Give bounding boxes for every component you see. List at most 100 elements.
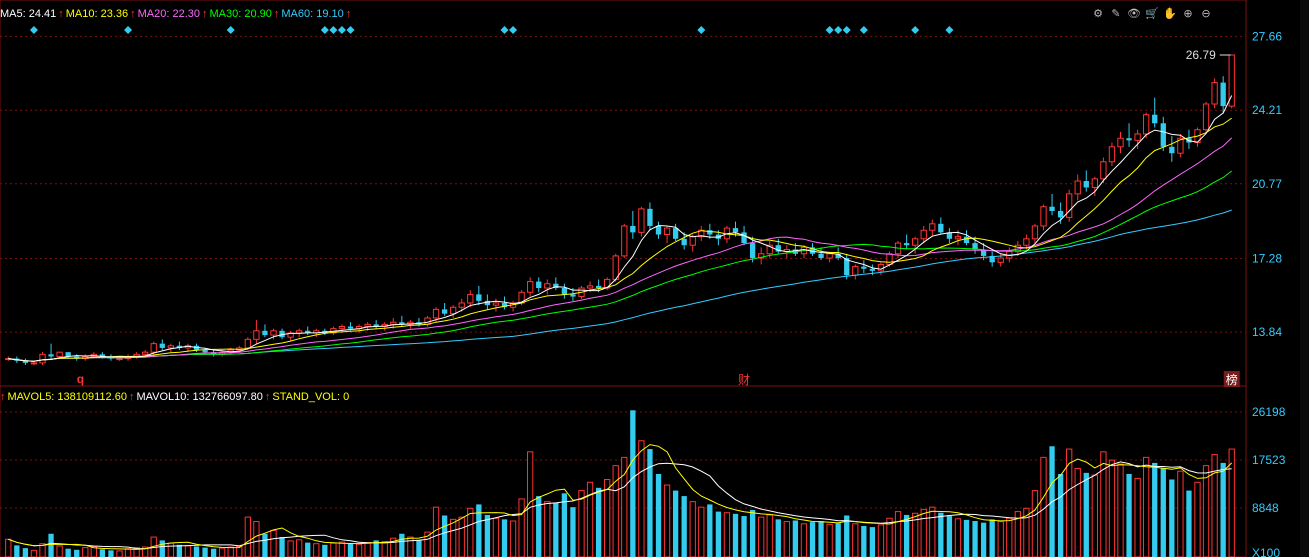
- marker-cai: 财: [738, 373, 750, 387]
- volume-bar-down: [946, 516, 953, 557]
- up-arrow-icon: ↑: [264, 391, 271, 403]
- candle-body-up: [1202, 103, 1210, 131]
- volume-bar-up: [1108, 459, 1116, 557]
- chart-toolbar: ⚙ ✎ 👁 🛒 ✋ ⊕ ⊖: [1091, 6, 1213, 20]
- volume-bar-up: [467, 507, 474, 557]
- candle-body-down: [844, 258, 850, 276]
- candle-body-up: [167, 345, 174, 349]
- zoom-out-icon[interactable]: ⊖: [1201, 6, 1211, 20]
- volume-bar-up: [758, 516, 765, 557]
- candle-body-down: [681, 238, 687, 246]
- ma30-line: [8, 170, 1233, 362]
- candle-body-up: [997, 257, 1004, 263]
- candle-body-down: [441, 309, 448, 314]
- volume-bar-up: [1177, 470, 1184, 557]
- candle-body-down: [1049, 206, 1055, 211]
- volume-bar-down: [347, 543, 354, 557]
- candle-body-up: [39, 353, 46, 364]
- event-diamond: [226, 26, 235, 34]
- ma5-line: [8, 95, 1233, 362]
- volume-bar-up: [912, 512, 919, 557]
- volume-bar-down: [707, 504, 713, 557]
- candle-body-down: [305, 330, 311, 333]
- volume-bar-up: [723, 512, 731, 557]
- volume-bar-down: [202, 547, 208, 557]
- candle-body-down: [972, 243, 978, 250]
- event-diamond: [834, 26, 843, 34]
- candle-body-up: [929, 223, 936, 231]
- price-tick-label: 17.28: [1252, 251, 1282, 265]
- volume-bar-up: [527, 451, 534, 557]
- volume-bar-up: [124, 548, 132, 557]
- gear-icon[interactable]: ⚙: [1093, 6, 1103, 20]
- volume-bar-down: [279, 537, 285, 557]
- candle-body-up: [877, 263, 885, 272]
- volume-bar-down: [715, 511, 722, 557]
- volume-bar-down: [108, 550, 114, 557]
- candle-body-up: [270, 330, 277, 336]
- candle-body-down: [159, 343, 165, 348]
- candle-body-down: [655, 225, 662, 235]
- volume-bar-up: [390, 537, 397, 557]
- volume-bar-down: [963, 519, 970, 557]
- volume-bar-up: [1143, 456, 1150, 557]
- volume-bar-up: [621, 456, 628, 557]
- grid-lines: [0, 0, 1247, 557]
- volume-bar-down: [792, 520, 799, 557]
- volume-bar-up: [30, 549, 38, 557]
- up-arrow-icon: ↑: [0, 391, 6, 403]
- volume-bar-down: [869, 527, 876, 557]
- event-diamond: [124, 26, 133, 34]
- event-diamond: [320, 26, 329, 34]
- volume-bar-down: [441, 515, 448, 557]
- eye-icon[interactable]: 👁: [1127, 6, 1141, 20]
- volume-bar-down: [903, 514, 910, 557]
- marker-bang: 榜: [1226, 372, 1238, 387]
- volume-bar-up: [800, 523, 808, 557]
- event-diamond: [859, 26, 868, 34]
- volume-bar-down: [630, 410, 636, 557]
- volume-bars: [5, 410, 1235, 557]
- volume-bar-up: [381, 541, 388, 557]
- price-tick-label: 24.21: [1252, 103, 1282, 117]
- volume-bar-up: [39, 543, 46, 557]
- candle-body-down: [99, 354, 106, 357]
- candle-body-up: [621, 225, 628, 257]
- volume-bar-up: [355, 543, 363, 557]
- candle-body-up: [338, 326, 346, 330]
- cart-icon[interactable]: 🛒: [1145, 6, 1159, 20]
- pencil-icon[interactable]: ✎: [1111, 6, 1121, 20]
- volume-bar-down: [938, 512, 944, 557]
- volume-tick-label: 8848: [1252, 501, 1279, 515]
- volume-bar-up: [1006, 517, 1013, 557]
- candle-body-down: [74, 356, 80, 359]
- volume-bar-up: [82, 547, 89, 557]
- volume-bar-down: [809, 522, 816, 557]
- candle-body-down: [861, 266, 867, 269]
- candle-body-up: [1074, 180, 1081, 195]
- volume-bar-up: [1134, 477, 1141, 557]
- volume-bar-up: [56, 545, 63, 557]
- volume-bar-down: [476, 504, 482, 557]
- volume-bar-up: [877, 524, 885, 557]
- candle-body-up: [116, 358, 123, 361]
- volume-bar-down: [484, 514, 491, 557]
- volume-bar-up: [219, 547, 226, 557]
- candle-body-down: [1152, 114, 1158, 124]
- candle-body-up: [364, 323, 371, 328]
- volume-bar-down: [305, 542, 311, 557]
- hand-icon[interactable]: ✋: [1163, 6, 1177, 20]
- volume-bar-up: [458, 516, 465, 557]
- volume-bar-up: [227, 546, 234, 557]
- volume-bar-down: [65, 548, 71, 557]
- candle-body-up: [1211, 82, 1218, 105]
- volume-bar-down: [14, 545, 20, 557]
- candle-body-up: [1177, 137, 1184, 154]
- volume-bar-down: [373, 540, 379, 557]
- price-tick-label: 27.66: [1252, 29, 1282, 43]
- volume-bar-up: [450, 518, 457, 557]
- up-arrow-icon: ↑: [128, 391, 135, 403]
- volume-bar-down: [1160, 468, 1166, 557]
- zoom-in-icon[interactable]: ⊕: [1183, 6, 1193, 20]
